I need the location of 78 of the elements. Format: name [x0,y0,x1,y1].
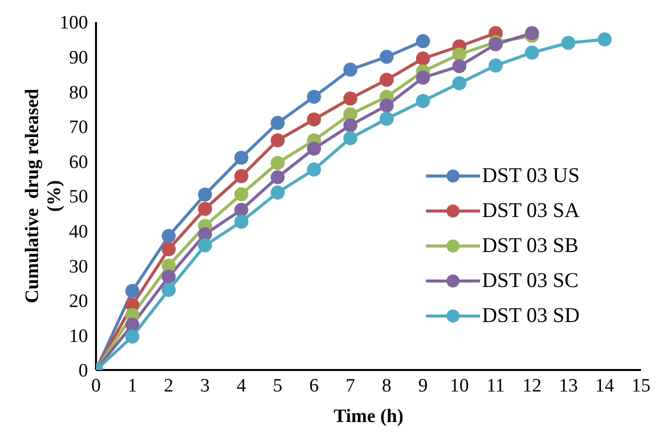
point [416,34,430,48]
legend-label: DST 03 US [482,163,580,188]
point [452,47,466,62]
y-tick-label: 10 [69,326,88,347]
point [270,133,285,148]
point [416,52,430,66]
point [525,26,539,40]
x-tick-label: 14 [595,375,615,396]
point [162,270,176,284]
legend-label: DST 03 SD [482,303,580,328]
point [488,58,503,72]
x-tick-label: 11 [486,375,505,396]
x-axis-title: Time (h) [334,406,404,427]
y-tick-label: 0 [78,360,88,382]
x-tick-label: 7 [346,375,356,396]
x-tick-label: 3 [200,375,210,396]
point [307,90,321,104]
x-tick-label: 0 [91,375,101,396]
point [380,50,394,64]
point [380,112,394,126]
legend-label: DST 03 SA [482,198,580,223]
point [380,98,394,113]
point [234,187,248,202]
point [307,112,321,126]
point [307,162,321,177]
point [270,156,285,170]
point [270,170,285,184]
x-tick-label: 2 [164,375,174,396]
point [125,330,140,344]
y-tick-label: 90 [69,48,88,69]
point [307,142,321,156]
y-tick-label: 100 [60,12,88,34]
point [343,131,358,146]
point [125,284,140,298]
point [270,116,285,130]
point [162,242,176,256]
point [525,46,539,60]
x-tick-label: 12 [522,375,542,396]
x-tick-label: 13 [558,375,578,396]
point [198,188,212,202]
point [234,214,248,229]
x-tick-label: 6 [309,375,319,396]
y-tick-label: 30 [69,256,88,278]
point [452,59,466,74]
point [343,62,358,77]
point [416,70,430,85]
point [416,94,430,108]
x-tick-label: 8 [382,375,392,396]
point [234,169,248,184]
y-tick-label: 40 [69,222,88,243]
y-tick-label: 50 [69,186,88,208]
x-tick-label: 9 [418,375,428,396]
y-tick-label: 70 [69,117,88,138]
y-tick-label: 20 [69,291,88,312]
point [343,92,358,106]
point [198,202,212,216]
x-tick-label: 10 [450,375,469,396]
y-axis-title: Cumulative drug released (%) [22,88,65,304]
point [162,282,176,297]
point [598,32,612,46]
point [343,118,358,132]
point [561,36,576,50]
point [452,76,466,90]
x-tick-label: 1 [128,375,138,396]
x-tick-label: 5 [272,375,282,396]
point [270,186,285,200]
y-tick-label: 80 [69,82,88,104]
legend-label: DST 03 SB [482,233,578,258]
point [198,238,212,252]
x-tick-label: 15 [632,375,650,396]
y-tick-label: 60 [69,152,88,173]
point [380,72,394,87]
point [125,318,140,332]
point [234,202,248,217]
legend-label: DST 03 SC [482,268,578,293]
point [234,150,248,165]
x-tick-label: 4 [236,375,247,396]
point [162,229,176,244]
